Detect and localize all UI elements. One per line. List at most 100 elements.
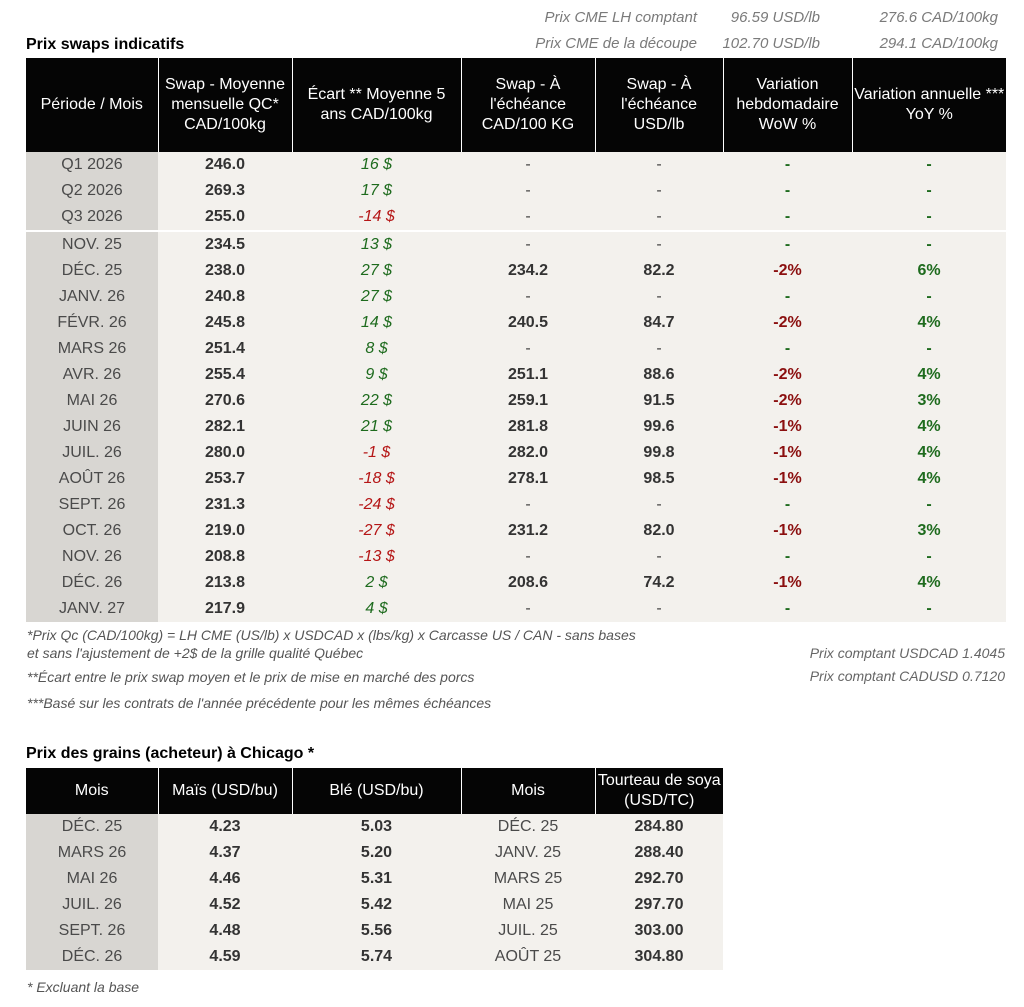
swap-usd-cell: 91.5	[595, 388, 723, 414]
wow-cell: -2%	[723, 362, 852, 388]
swap-cad-cell: 234.2	[461, 258, 595, 284]
yoy-cell: 4%	[852, 414, 1006, 440]
grain-row: DÉC. 25 4.23 5.03 DÉC. 25 284.80	[26, 814, 723, 840]
period-cell: NOV. 26	[26, 544, 158, 570]
swap-usd-cell: 99.6	[595, 414, 723, 440]
wow-cell: -1%	[723, 440, 852, 466]
period-cell: FÉVR. 26	[26, 310, 158, 336]
yoy-cell: -	[852, 596, 1006, 622]
swap-moyenne-cell: 217.9	[158, 596, 292, 622]
ble-cell: 5.03	[292, 814, 461, 840]
swap-row: DÉC. 26 213.8 2 $208.6 74.2 -1% 4%	[26, 570, 1006, 596]
swap-row: FÉVR. 26 245.8 14 $240.5 84.7 -2% 4%	[26, 310, 1006, 336]
wow-cell: -	[723, 596, 852, 622]
mais-cell: 4.48	[158, 918, 292, 944]
period-cell: OCT. 26	[26, 518, 158, 544]
mais-cell: 4.52	[158, 892, 292, 918]
mois-soya-cell: JUIL. 25	[461, 918, 595, 944]
swap-cad-cell: 281.8	[461, 414, 595, 440]
swap-cad-cell: -	[461, 596, 595, 622]
swap-cad-cell: 278.1	[461, 466, 595, 492]
swap-moyenne-cell: 282.1	[158, 414, 292, 440]
swap-moyenne-cell: 270.6	[158, 388, 292, 414]
swap-row: NOV. 25 234.5 13 $ - - - -	[26, 230, 1006, 258]
swap-cad-cell: -	[461, 230, 595, 258]
period-cell: MAI 26	[26, 388, 158, 414]
mais-cell: 4.37	[158, 840, 292, 866]
wow-cell: -	[723, 204, 852, 231]
yoy-cell: 3%	[852, 518, 1006, 544]
mois-cell: SEPT. 26	[26, 918, 158, 944]
ecart-cell: -14 $	[292, 204, 461, 231]
period-cell: Q3 2026	[26, 204, 158, 231]
ecart-cell: 27 $	[292, 284, 461, 310]
cme-decoupe-label: Prix CME de la découpe	[535, 35, 697, 52]
swap-moyenne-cell: 255.0	[158, 204, 292, 231]
wow-cell: -2%	[723, 310, 852, 336]
swap-row: Q3 2026 255.0 -14 $ - - - -	[26, 204, 1006, 231]
period-cell: NOV. 25	[26, 230, 158, 258]
cme-decoupe-cad: 294.1 CAD/100kg	[879, 35, 998, 52]
wow-cell: -1%	[723, 414, 852, 440]
header-ble: Blé (USD/bu)	[291, 768, 461, 814]
swap-row: MARS 26 251.4 8 $ - - - -	[26, 336, 1006, 362]
grain-row: DÉC. 26 4.59 5.74 AOÛT 25 304.80	[26, 944, 723, 970]
swaps-title: Prix swaps indicatifs	[26, 36, 185, 53]
swap-moyenne-cell: 280.0	[158, 440, 292, 466]
swap-usd-cell: -	[595, 492, 723, 518]
swap-usd-cell: 82.2	[595, 258, 723, 284]
period-cell: SEPT. 26	[26, 492, 158, 518]
mois-soya-cell: DÉC. 25	[461, 814, 595, 840]
soya-cell: 304.80	[595, 944, 723, 970]
mois-soya-cell: MAI 25	[461, 892, 595, 918]
header-soya: Tourteau de soya (USD/TC)	[594, 768, 723, 814]
grain-row: SEPT. 26 4.48 5.56 JUIL. 25 303.00	[26, 918, 723, 944]
grain-row: MARS 26 4.37 5.20 JANV. 25 288.40	[26, 840, 723, 866]
swap-moyenne-cell: 238.0	[158, 258, 292, 284]
grain-row: JUIL. 26 4.52 5.42 MAI 25 297.70	[26, 892, 723, 918]
yoy-cell: -	[852, 152, 1006, 178]
ecart-cell: -13 $	[292, 544, 461, 570]
yoy-cell: -	[852, 544, 1006, 570]
usdcad-rate: Prix comptant USDCAD 1.4045	[809, 645, 1005, 661]
ecart-cell: 4 $	[292, 596, 461, 622]
swap-row: MAI 26 270.6 22 $259.1 91.5 -2% 3%	[26, 388, 1006, 414]
period-cell: Q2 2026	[26, 178, 158, 204]
wow-cell: -1%	[723, 570, 852, 596]
swap-cad-cell: -	[461, 204, 595, 231]
note-formula: *Prix Qc (CAD/100kg) = LH CME (US/lb) x …	[27, 626, 636, 662]
swap-moyenne-cell: 240.8	[158, 284, 292, 310]
header-ecart: Écart ** Moyenne 5 ans CAD/100kg	[291, 58, 461, 152]
swap-moyenne-cell: 253.7	[158, 466, 292, 492]
swaps-body: Q1 2026 246.0 16 $ - - - - Q2 2026 269.3 17 $ - - - -…	[26, 152, 1006, 622]
cme-lh-usd: 96.59 USD/lb	[730, 9, 820, 26]
cme-decoupe-line: Prix CME de la découpe 102.70 USD/lb 294…	[0, 35, 1000, 55]
swap-row: AVR. 26 255.4 9 $251.1 88.6 -2% 4%	[26, 362, 1006, 388]
soya-cell: 288.40	[595, 840, 723, 866]
header-mais: Maïs (USD/bu)	[157, 768, 292, 814]
grains-footnote: * Excluant la base	[27, 979, 140, 995]
swap-row: JANV. 26 240.8 27 $ - - - -	[26, 284, 1006, 310]
yoy-cell: -	[852, 178, 1006, 204]
yoy-cell: -	[852, 230, 1006, 258]
yoy-cell: -	[852, 336, 1006, 362]
swaps-header-row: Période / Mois Swap - Moyenne mensuelle …	[26, 58, 1006, 152]
mois-soya-cell: AOÛT 25	[461, 944, 595, 970]
swap-usd-cell: -	[595, 544, 723, 570]
swap-usd-cell: 88.6	[595, 362, 723, 388]
swap-usd-cell: -	[595, 336, 723, 362]
swap-usd-cell: -	[595, 204, 723, 231]
mais-cell: 4.46	[158, 866, 292, 892]
swap-usd-cell: -	[595, 230, 723, 258]
period-cell: JUIN 26	[26, 414, 158, 440]
wow-cell: -	[723, 544, 852, 570]
swap-usd-cell: 99.8	[595, 440, 723, 466]
swap-cad-cell: 259.1	[461, 388, 595, 414]
ecart-cell: 27 $	[292, 258, 461, 284]
ecart-cell: 2 $	[292, 570, 461, 596]
period-cell: DÉC. 26	[26, 570, 158, 596]
soya-cell: 297.70	[595, 892, 723, 918]
wow-cell: -1%	[723, 518, 852, 544]
swap-cad-cell: 208.6	[461, 570, 595, 596]
swap-moyenne-cell: 269.3	[158, 178, 292, 204]
